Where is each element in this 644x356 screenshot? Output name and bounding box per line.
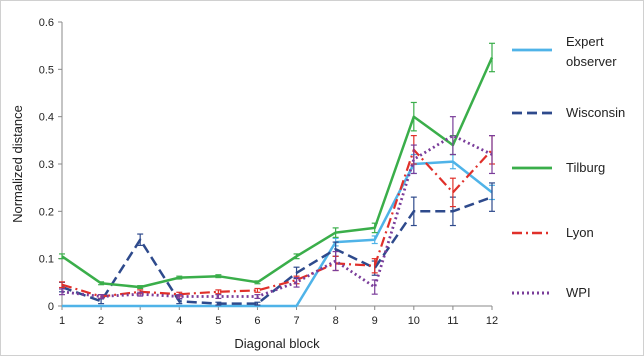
x-axis-title: Diagonal block: [234, 336, 320, 351]
x-tick-label-10: 11: [447, 315, 458, 327]
series-line: [61, 134, 493, 298]
x-tick-label-9: 10: [408, 315, 420, 327]
legend-label: WPI: [566, 285, 591, 300]
series-line: [61, 56, 494, 289]
legend-item-tilburg: Tilburg: [512, 160, 605, 175]
x-tick-label-2: 3: [137, 315, 143, 327]
legend-label: Expert: [566, 34, 604, 49]
series-line: [61, 195, 493, 305]
legend-item-expert-observer: Expert observer: [512, 34, 617, 69]
legend-label: Wisconsin: [566, 105, 625, 120]
x-tick-label-6: 7: [293, 315, 299, 327]
x-tick-label-3: 4: [176, 315, 182, 327]
series-wpi: [59, 116, 495, 300]
x-tick-label-8: 9: [372, 315, 378, 327]
x-tick-label-7: 8: [333, 315, 339, 327]
y-ticks: 0 0.1 0.2 0.3 0.4 0.5 0.6: [39, 17, 62, 313]
legend-item-wisconsin: Wisconsin: [512, 105, 625, 120]
legend-label: observer: [566, 54, 617, 69]
x-tick-label-5: 6: [254, 315, 260, 327]
x-tick-label-11: 12: [486, 315, 498, 327]
x-tick-label-0: 1: [59, 315, 65, 327]
legend-item-wpi: WPI: [512, 285, 591, 300]
x-tick-label-4: 5: [215, 315, 221, 327]
y-tick-label-6: 0.6: [39, 17, 54, 29]
y-tick-label-0: 0: [48, 301, 54, 313]
y-axis-title: Normalized distance: [10, 105, 25, 223]
legend: Expert observer Wisconsin Tilburg Lyon WPI: [512, 34, 625, 300]
series-layer: [59, 42, 495, 308]
x-ticks: 1 2 3 4 5 6 7 8 9 10 11 12: [59, 306, 498, 327]
x-tick-label-1: 2: [98, 315, 104, 327]
y-tick-label-3: 0.3: [39, 159, 54, 171]
legend-label: Tilburg: [566, 160, 605, 175]
y-tick-label-2: 0.2: [39, 206, 54, 218]
y-tick-label-1: 0.1: [39, 254, 54, 266]
legend-label: Lyon: [566, 225, 594, 240]
y-tick-label-4: 0.4: [39, 112, 54, 124]
y-tick-label-5: 0.5: [39, 64, 54, 76]
legend-item-lyon: Lyon: [512, 225, 594, 240]
series-line: [62, 160, 493, 308]
